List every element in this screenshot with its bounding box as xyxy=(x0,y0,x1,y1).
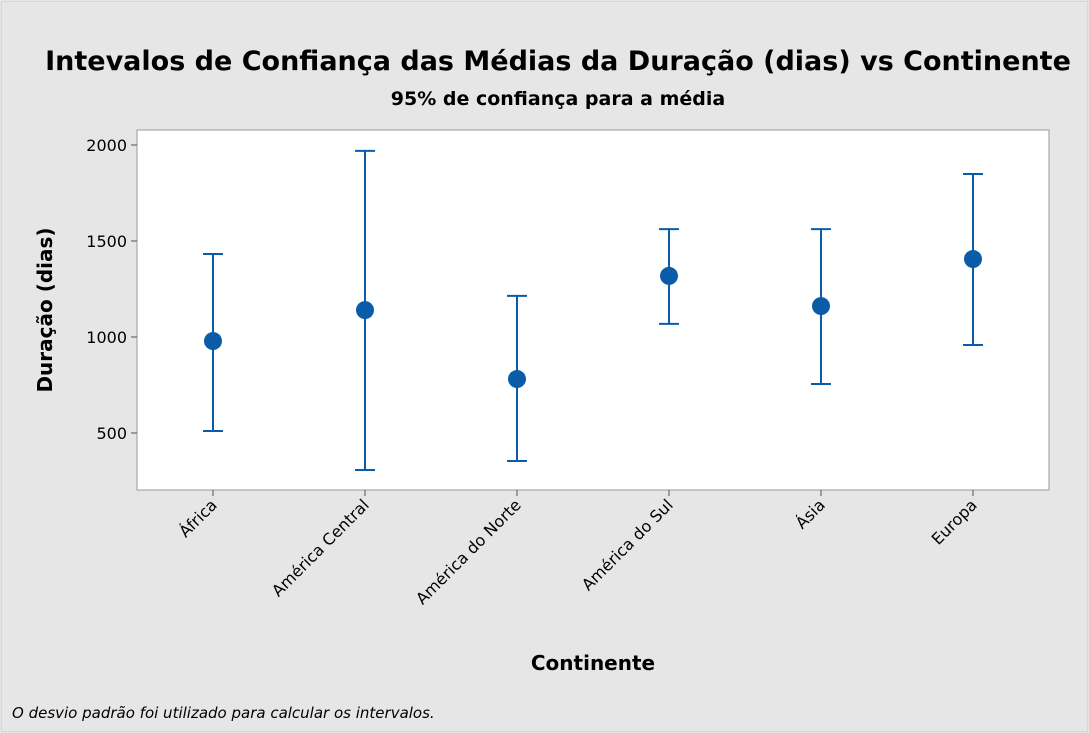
y-tick-label: 500 xyxy=(96,424,127,443)
chart-subtitle: 95% de confiança para a média xyxy=(391,88,725,110)
mean-point xyxy=(508,370,526,389)
mean-point xyxy=(660,266,678,285)
y-tick-label: 2000 xyxy=(86,136,127,155)
y-tick-label: 1000 xyxy=(86,328,127,347)
x-axis-label: Continente xyxy=(531,651,655,675)
mean-point xyxy=(356,301,374,320)
y-axis-label: Duração (dias) xyxy=(33,227,57,392)
mean-point xyxy=(964,250,982,269)
plot-area xyxy=(136,129,1050,491)
footnote: O desvio padrão foi utilizado para calcu… xyxy=(12,704,435,722)
chart-title: Intevalos de Confiança das Médias da Dur… xyxy=(45,46,1071,77)
mean-point xyxy=(204,332,222,351)
mean-point xyxy=(812,297,830,316)
y-tick-label: 1500 xyxy=(86,232,127,251)
